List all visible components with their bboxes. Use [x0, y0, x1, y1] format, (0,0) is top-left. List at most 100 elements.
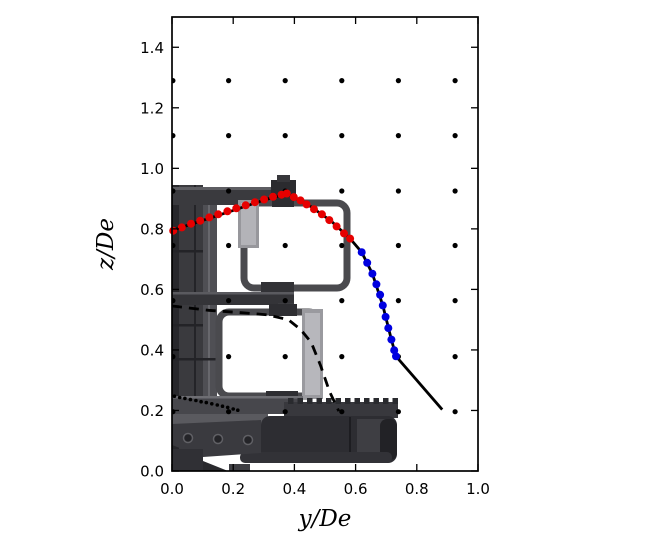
rack-tooth [392, 398, 398, 404]
trajectory-markers-red [302, 200, 311, 209]
rack-tooth [345, 398, 351, 404]
trajectory-markers-red [177, 223, 186, 232]
trajectory-markers-blue [390, 346, 399, 355]
wall-dotted-line [177, 395, 182, 400]
trajectory-markers-blue [387, 335, 396, 344]
trajectory-markers-blue [378, 301, 387, 310]
trajectory-markers-blue [357, 248, 366, 257]
x-tick-label: 0.0 [160, 480, 184, 498]
axes-layer: 0.0 0.2 0.4 0.6 0.8 1.0 0.0 0.2 0.4 0.6 0.8 1.0 1.2 1… [140, 16, 490, 498]
grid-dot [282, 354, 288, 360]
grid-dot [452, 78, 458, 84]
trajectory-markers-red [325, 216, 334, 225]
trajectory-markers-red [187, 219, 195, 228]
grid-dot [226, 133, 232, 139]
grid-dot [282, 242, 288, 249]
trajectory-markers-red [332, 222, 341, 231]
grid-dot [452, 298, 458, 304]
rack-tooth [316, 398, 322, 404]
rack-tooth [364, 398, 370, 404]
wall-dotted-line [215, 403, 220, 407]
grid-dot [226, 188, 232, 194]
trajectory-markers-red [169, 226, 178, 235]
grid-dot [452, 409, 458, 415]
trajectory-markers-red [250, 198, 259, 207]
trajectory-markers-red [196, 216, 205, 225]
trajectory-markers-blue [381, 312, 390, 321]
trajectory-markers-blue [392, 352, 400, 361]
trajectory-markers-red [310, 205, 318, 214]
x-tick-label: 0.8 [405, 480, 429, 498]
grid-dot [172, 78, 176, 84]
trajectory-markers-red [346, 234, 355, 243]
x-tick-label: 0.2 [221, 480, 245, 498]
grid-dot [282, 133, 288, 139]
grid-dot [395, 78, 401, 84]
grid-dot [339, 242, 345, 249]
grid-dot [452, 188, 458, 194]
y-axis-label: z/De [93, 218, 119, 271]
y-tick-label: 0.2 [140, 402, 164, 420]
grid-dot [339, 133, 345, 139]
grid-dot [339, 78, 345, 84]
rack-tooth [373, 398, 379, 404]
grid-dot [395, 133, 401, 139]
grid-dot [282, 78, 288, 84]
trajectory-markers-blue [384, 324, 393, 333]
grid-dot [452, 242, 458, 249]
rack-tooth [297, 398, 303, 404]
axes-frame [171, 16, 479, 472]
wall-dotted-line [225, 405, 230, 410]
grid-dot [226, 409, 232, 415]
trajectory-markers-blue [368, 269, 377, 278]
trajectory-markers-red [223, 207, 232, 216]
rack-tooth [354, 398, 360, 404]
grid-dot [395, 242, 401, 249]
apparatus-photo [172, 175, 398, 471]
trajectory-markers-red [205, 213, 214, 222]
trajectory-markers-red [340, 229, 348, 238]
x-tick-label: 0.4 [282, 480, 306, 498]
x-axis-label: y/De [298, 506, 352, 532]
trajectory-markers-red [241, 201, 250, 210]
rack-tooth [288, 398, 294, 404]
y-tick-label: 1.0 [140, 160, 164, 178]
grid-dot [282, 298, 288, 304]
wall-dotted-line [210, 402, 214, 406]
wall-dotted-line [204, 400, 209, 405]
trajectory-markers-red [214, 210, 223, 219]
y-tick-label: 0.8 [140, 220, 164, 238]
rack-tooth [326, 398, 332, 404]
trajectory-markers-blue [376, 290, 385, 299]
wall-dotted-line [188, 397, 193, 402]
grid-dot [395, 409, 401, 415]
grid-dot [452, 354, 458, 360]
grid-dot [339, 298, 345, 304]
trajectory-markers-blue [363, 258, 372, 267]
boundary-dashed-line [171, 304, 341, 412]
grid-dot [226, 354, 232, 360]
grid-dot [172, 133, 176, 139]
grid-dot [172, 242, 176, 249]
x-tick-label: 1.0 [466, 480, 490, 498]
wall-dotted-line [183, 396, 187, 401]
y-tick-label: 0.6 [140, 281, 164, 299]
trajectory-markers-red [269, 192, 277, 201]
x-tick-label: 0.6 [344, 480, 368, 498]
grid-dot [172, 298, 176, 304]
grid-dot [282, 409, 288, 415]
rack-tooth [335, 398, 341, 404]
grid-dot [395, 298, 401, 304]
trajectory-markers-red [232, 204, 241, 213]
grid-dot [395, 188, 401, 194]
wall-dotted-line [194, 398, 198, 403]
trajectory-markers-red [282, 189, 291, 198]
trajectory-markers-red [296, 196, 305, 205]
wall-dotted-line [231, 407, 235, 411]
wall-dotted-line [220, 404, 225, 409]
grid-dot [226, 78, 232, 84]
trajectory-markers-red [289, 193, 298, 202]
grid-dot [452, 133, 458, 139]
curves-layer [169, 189, 444, 413]
